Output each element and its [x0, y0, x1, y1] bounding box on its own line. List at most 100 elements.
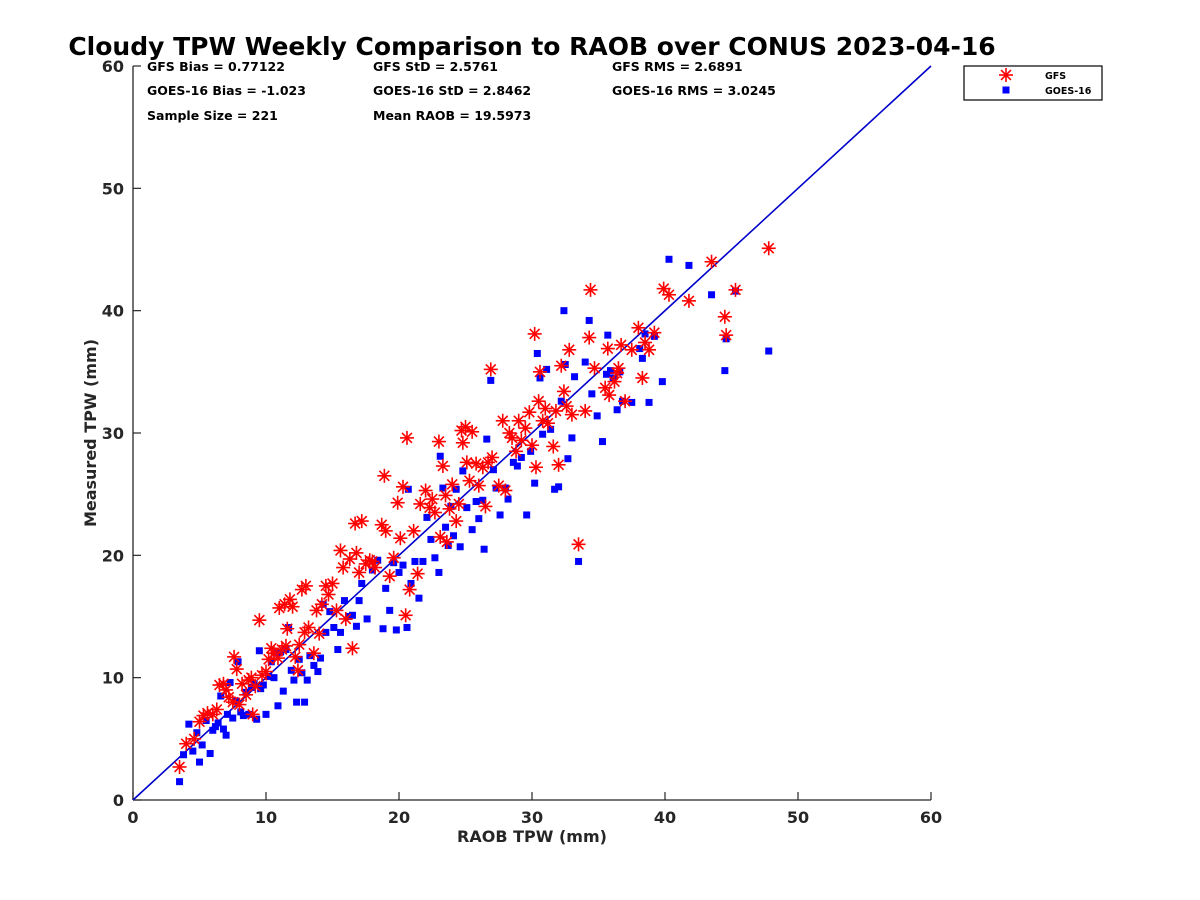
gfs-point	[406, 523, 421, 538]
goes16-point	[489, 466, 497, 474]
gfs-point	[209, 702, 224, 717]
gfs-point	[505, 430, 520, 445]
gfs-point	[717, 309, 732, 324]
goes16-point	[557, 397, 565, 405]
gfs-point	[345, 641, 360, 656]
goes16-point	[708, 291, 716, 299]
gfs-point	[278, 638, 293, 653]
goes16-point	[209, 726, 217, 734]
goes16-point	[214, 719, 222, 727]
goes16-point	[581, 358, 589, 366]
goes16-point	[641, 330, 649, 338]
gfs-point	[333, 543, 348, 558]
gfs-point	[495, 413, 510, 428]
goes16-point	[423, 513, 431, 521]
goes16-point	[480, 545, 488, 553]
goes16-point	[765, 347, 773, 355]
goes16-point	[517, 453, 525, 461]
stat-gfs-bias: GFS Bias = 0.77122	[147, 59, 285, 74]
goes16-point	[334, 646, 342, 654]
gfs-point	[522, 405, 537, 420]
goes16-point	[202, 716, 210, 724]
legend-label-goes: GOES-16	[1045, 86, 1092, 97]
gfs-point	[239, 687, 254, 702]
goes16-point	[593, 412, 601, 420]
x-axis-label: RAOB TPW (mm)	[457, 827, 607, 846]
gfs-point	[435, 459, 450, 474]
y-tick-label: 0	[113, 791, 124, 810]
gfs-point	[259, 664, 273, 679]
goes16-point	[602, 370, 610, 378]
goes16-point	[317, 654, 325, 662]
goes16-point	[456, 543, 464, 551]
goes16-point	[613, 406, 621, 414]
stat-gfs-rms: GFS RMS = 2.6891	[612, 59, 743, 74]
gfs-point	[280, 621, 295, 636]
gfs-point	[578, 403, 593, 418]
gfs-point	[719, 328, 734, 343]
goes16-point	[395, 568, 403, 576]
gfs-point	[583, 282, 598, 297]
gfs-point	[624, 342, 639, 357]
gfs-point	[571, 537, 586, 552]
goes16-point	[301, 698, 309, 706]
gfs-point	[642, 342, 657, 357]
goes16-point	[379, 625, 387, 633]
gfs-point	[598, 380, 613, 395]
gfs-point	[532, 364, 547, 379]
goes16-point	[509, 458, 517, 466]
goes16-point	[415, 594, 423, 602]
goes16-point	[255, 647, 263, 655]
goes16-point	[479, 496, 487, 504]
goes16-point	[551, 485, 559, 493]
gfs-point	[611, 361, 626, 376]
goes16-point	[293, 698, 301, 706]
gfs-point	[382, 569, 397, 584]
goes16-point	[442, 523, 450, 531]
x-tick-label: 20	[388, 808, 410, 827]
goes16-point	[340, 597, 348, 605]
goes16-point	[496, 511, 504, 519]
gfs-point	[551, 457, 566, 472]
gfs-point	[321, 587, 336, 602]
gfs-point	[631, 320, 646, 335]
gfs-point	[390, 495, 405, 510]
goes16-point	[270, 674, 278, 682]
goes16-point	[219, 725, 227, 733]
gfs-point	[425, 492, 440, 507]
gfs-point	[312, 626, 327, 641]
gfs-point	[431, 434, 446, 449]
goes16-point	[196, 758, 203, 766]
goes16-point	[247, 683, 255, 691]
chart-title: Cloudy TPW Weekly Comparison to RAOB ove…	[68, 32, 995, 61]
gfs-point	[377, 468, 392, 483]
goes16-point	[419, 557, 427, 565]
goes16-point	[322, 628, 330, 636]
gfs-point	[288, 649, 303, 664]
goes16-point	[193, 729, 201, 737]
goes16-point	[348, 611, 356, 619]
y-axis-label: Measured TPW (mm)	[81, 339, 100, 527]
gfs-point	[338, 611, 353, 626]
gfs-point	[562, 342, 577, 357]
gfs-point	[301, 620, 316, 635]
goes16-point	[606, 367, 614, 375]
stat-sample-size: Sample Size = 221	[147, 108, 278, 123]
goes16-point	[638, 354, 646, 362]
goes16-point	[555, 483, 563, 491]
goes16-point	[239, 712, 247, 720]
gfs-point	[329, 603, 344, 618]
goes16-point	[483, 435, 491, 443]
goes16-point	[435, 568, 443, 576]
y-tick-label: 40	[102, 302, 124, 321]
gfs-point	[229, 662, 244, 677]
gfs-point	[172, 759, 187, 774]
stat-goes-rms: GOES-16 RMS = 3.0245	[612, 83, 776, 98]
gfs-point	[582, 330, 597, 345]
x-tick-label: 40	[654, 808, 676, 827]
goes16-point	[185, 720, 193, 728]
goes16-point	[330, 624, 338, 632]
gfs-point	[227, 649, 242, 664]
goes16-point	[217, 692, 225, 700]
gfs-point	[661, 287, 676, 302]
